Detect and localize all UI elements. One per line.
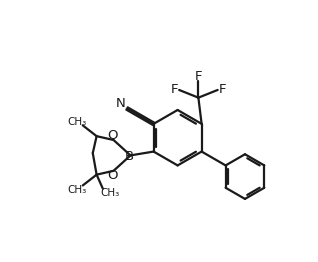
Text: F: F <box>171 84 178 96</box>
Text: CH₃: CH₃ <box>68 185 87 195</box>
Text: O: O <box>107 169 117 182</box>
Text: B: B <box>124 150 134 163</box>
Text: F: F <box>195 70 202 83</box>
Text: N: N <box>116 97 126 110</box>
Text: CH₃: CH₃ <box>100 188 119 198</box>
Text: F: F <box>218 84 226 96</box>
Text: CH₃: CH₃ <box>68 117 87 127</box>
Text: O: O <box>107 129 117 142</box>
